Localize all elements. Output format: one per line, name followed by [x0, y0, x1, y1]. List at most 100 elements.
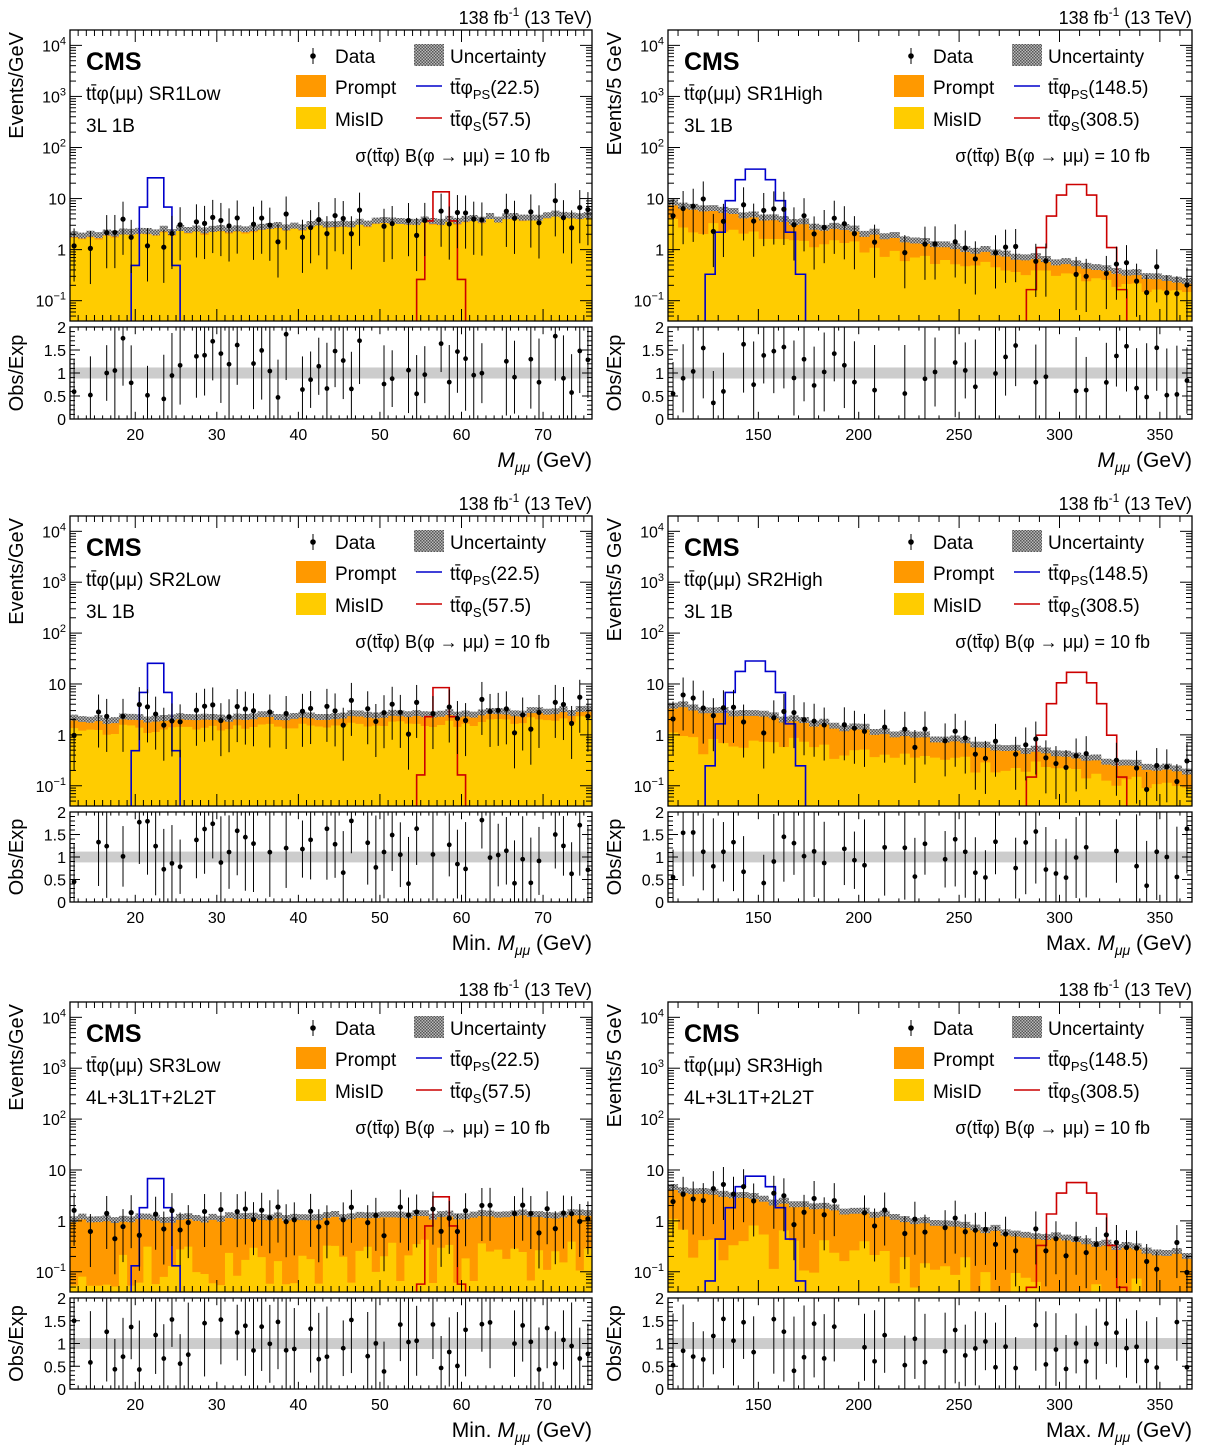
ratio-point — [1174, 874, 1180, 880]
data-point — [283, 710, 289, 717]
ratio-point — [1124, 1345, 1129, 1351]
ratio-point — [365, 1353, 371, 1359]
ratio-point — [495, 852, 501, 858]
tick-exp: −1 — [651, 1262, 664, 1274]
selection-label: 3L 1B — [86, 116, 135, 137]
ratio-point — [300, 846, 305, 852]
data-point — [405, 1212, 412, 1218]
ratio-point — [1154, 345, 1160, 351]
lumi-label: 138 fb-1 (13 TeV) — [1059, 5, 1192, 28]
xlabel-unit: (GeV) — [530, 449, 592, 472]
data-point — [454, 209, 461, 216]
legend-data-label: Data — [933, 1019, 974, 1040]
y-tick-label: 10−1 — [36, 776, 66, 796]
data-point — [1083, 1249, 1089, 1256]
ratio-point — [87, 392, 93, 398]
data-point — [912, 744, 918, 751]
x-tick-label: 50 — [371, 910, 389, 927]
channel-label: tt̄φ(μμ) SR3High — [684, 1056, 823, 1077]
data-point — [414, 699, 420, 705]
ratio-point — [561, 375, 566, 381]
ratio-point — [872, 387, 877, 393]
legend-ps-label: tt̄φPS(148.5) — [1048, 1050, 1148, 1074]
data-point — [1103, 1232, 1109, 1238]
ratio-point — [731, 1338, 736, 1344]
ratio-point — [406, 881, 411, 887]
data-point — [1144, 289, 1150, 296]
ratio-point — [242, 834, 248, 840]
data-point — [430, 1206, 436, 1212]
x-tick-label: 30 — [208, 427, 226, 444]
ratio-point — [801, 853, 807, 859]
ratio-point — [993, 371, 998, 376]
s-mass: (57.5) — [482, 596, 532, 617]
data-point — [153, 711, 159, 717]
lumi-energy: (13 TeV) — [519, 494, 592, 514]
data-point — [324, 231, 330, 237]
y-tick-label: 102 — [640, 137, 664, 157]
ratio-point — [872, 1358, 877, 1364]
data-point — [1123, 260, 1130, 266]
x-tick-label: 200 — [845, 1397, 872, 1414]
tick-base: 10 — [640, 1112, 658, 1129]
legend-uncertainty-label: Uncertainty — [450, 1019, 547, 1040]
y-tick-label: 103 — [640, 86, 664, 106]
s-signal-line — [1025, 671, 1128, 806]
ratio-point — [430, 852, 436, 857]
data-point — [1154, 264, 1160, 270]
tick-exp: 3 — [658, 572, 664, 584]
data-point — [577, 204, 583, 211]
ratio-point — [446, 379, 452, 385]
ratio-point — [161, 866, 167, 872]
x-tick-label: 30 — [208, 1397, 226, 1414]
data-point — [520, 1202, 526, 1208]
lumi-label: 138 fb-1 (13 TeV) — [1059, 491, 1192, 514]
ratio-y-axis-label: Obs/Exp — [604, 335, 626, 412]
data-point — [552, 198, 558, 204]
ratio-point — [690, 830, 696, 835]
ratio-point — [324, 386, 330, 391]
legend-prompt-swatch — [894, 75, 924, 97]
ratio-point — [128, 380, 134, 386]
ratio-point — [528, 1339, 534, 1345]
tick-exp: 3 — [60, 572, 66, 584]
ratio-point — [852, 379, 857, 385]
ratio-point — [771, 1316, 777, 1322]
ratio-point — [811, 383, 817, 388]
data-point — [414, 232, 420, 238]
ratio-point — [332, 348, 338, 354]
y-tick-label: 1 — [57, 728, 66, 745]
ratio-point — [831, 1324, 837, 1330]
tick-base: 10 — [42, 38, 60, 55]
ratio-point — [922, 841, 928, 847]
ratio-point — [1174, 1319, 1180, 1325]
data-point — [340, 1217, 346, 1223]
ratio-point — [120, 1354, 126, 1360]
ratio-point — [680, 1348, 686, 1354]
ratio-point — [1083, 1359, 1089, 1364]
data-point — [811, 718, 817, 724]
ratio-point — [781, 1329, 787, 1335]
data-point — [267, 222, 273, 228]
ratio-point — [1114, 848, 1119, 854]
tick-exp: 3 — [658, 86, 664, 98]
data-point — [438, 208, 444, 214]
ratio-tick-label: 1 — [655, 1337, 664, 1354]
tick-base: 10 — [634, 1265, 652, 1282]
data-point — [169, 1207, 175, 1214]
main-frame — [667, 1001, 1193, 1293]
data-point — [720, 218, 727, 224]
data-point — [226, 714, 232, 720]
s-prefix: tt̄φ — [1048, 110, 1071, 131]
ratio-tick-label: 0 — [655, 1382, 664, 1399]
data-point — [922, 726, 928, 732]
data-point — [1083, 750, 1089, 757]
ratio-point — [1174, 392, 1180, 397]
data-point — [552, 699, 558, 705]
legend-misid-label: MisID — [933, 596, 982, 617]
ratio-point — [1154, 849, 1160, 855]
legend-prompt-label: Prompt — [335, 1050, 397, 1071]
ratio-point — [96, 839, 101, 845]
data-point — [902, 1230, 908, 1237]
data-point — [751, 218, 757, 224]
